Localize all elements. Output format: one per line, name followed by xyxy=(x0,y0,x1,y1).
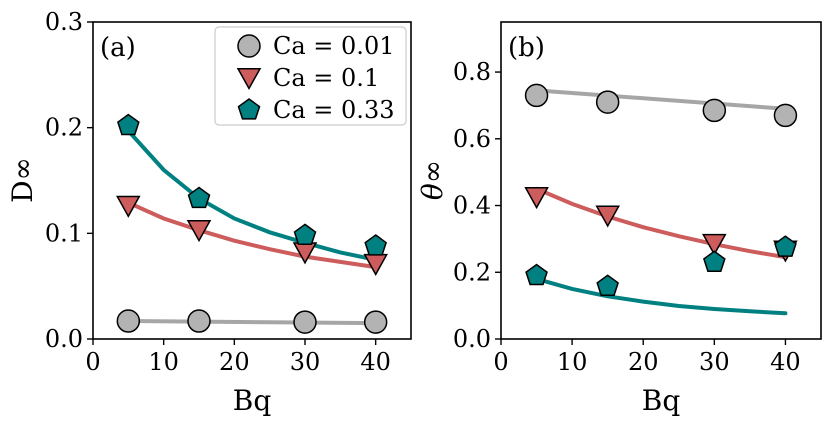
xtick-label-b-3: 30 xyxy=(699,348,730,376)
marker-b-s2-p1 xyxy=(596,274,619,296)
legend-marker-1 xyxy=(236,67,262,91)
marker-b-s1-p1 xyxy=(595,205,620,228)
marker-b-s2-p0 xyxy=(525,263,548,286)
xtick-label-b-1: 10 xyxy=(557,348,588,376)
ytick-label-a-1: 0.1 xyxy=(45,219,83,247)
marker-b-s0-p3 xyxy=(773,103,798,128)
marker-b-s2-p2 xyxy=(703,250,726,272)
xtick-label-a-1: 10 xyxy=(148,348,179,376)
panel-a-label: (a) xyxy=(100,33,136,63)
legend-label-2: Ca = 0.33 xyxy=(273,96,394,124)
marker-a-s1-p2 xyxy=(292,242,318,265)
legend: Ca = 0.01 Ca = 0.1 Ca = 0.33 xyxy=(214,26,407,126)
marker-a-s1-p0 xyxy=(116,195,141,218)
fit-line-b-0 xyxy=(534,88,788,111)
marker-a-s0-p2 xyxy=(293,310,317,334)
xtick-label-b-4: 40 xyxy=(770,348,801,376)
legend-marker-0 xyxy=(237,34,261,58)
marker-a-s0-p3 xyxy=(363,310,388,334)
fit-line-a-0 xyxy=(126,319,378,326)
panel-a-series xyxy=(116,113,388,334)
marker-b-s0-p0 xyxy=(524,83,549,108)
ytick-label-a-2: 0.2 xyxy=(45,114,83,142)
panel-a-frame xyxy=(92,21,412,340)
xtick-label-a-0: 0 xyxy=(85,348,100,376)
panel-b-xlabel: Bq xyxy=(642,384,681,417)
marker-a-s0-p0 xyxy=(116,309,141,333)
panel-a: 0 10 20 30 40 0.0 0.1 0.2 0.3 (a) Bq D∞ Ca = 0.0… xyxy=(6,8,412,417)
marker-b-s2-p3 xyxy=(774,235,797,257)
panel-b: 0 10 20 30 40 0.0 0.2 0.4 0.6 0.8 (b) Bq θ∞ xyxy=(416,21,822,417)
panel-b-ylabel: θ∞ xyxy=(416,160,449,200)
fit-line-a-1 xyxy=(126,200,378,270)
legend-marker-2 xyxy=(237,98,261,120)
panel-b-series xyxy=(524,83,798,316)
fit-line-b-1 xyxy=(534,186,788,260)
panel-a-ticks: 0 10 20 30 40 0.0 0.1 0.2 0.3 xyxy=(45,8,391,376)
ytick-label-b-2: 0.4 xyxy=(453,192,491,220)
xtick-label-a-2: 20 xyxy=(219,348,250,376)
fit-line-a-2 xyxy=(126,128,378,262)
ytick-label-b-1: 0.2 xyxy=(453,258,491,286)
marker-a-s0-p1 xyxy=(187,309,211,333)
marker-b-s0-p1 xyxy=(595,90,620,114)
ytick-label-a-3: 0.3 xyxy=(45,8,83,36)
marker-b-s1-p0 xyxy=(524,187,549,210)
fit-line-b-2 xyxy=(534,276,788,316)
legend-label-0: Ca = 0.01 xyxy=(273,32,394,60)
marker-b-s1-p2 xyxy=(702,233,727,256)
xtick-label-a-4: 40 xyxy=(360,348,391,376)
ytick-label-b-0: 0.0 xyxy=(453,325,491,353)
marker-a-s2-p3 xyxy=(364,234,387,256)
panel-a-ylabel: D∞ xyxy=(6,157,39,203)
ytick-label-b-4: 0.8 xyxy=(453,58,491,86)
marker-a-s2-p1 xyxy=(187,186,211,209)
panel-b-label: (b) xyxy=(508,33,545,63)
ytick-label-b-3: 0.6 xyxy=(453,125,491,153)
marker-b-s0-p2 xyxy=(702,98,727,123)
xtick-label-b-2: 20 xyxy=(628,348,659,376)
ytick-label-a-0: 0.0 xyxy=(45,325,83,353)
marker-a-s2-p0 xyxy=(117,113,140,136)
legend-label-1: Ca = 0.1 xyxy=(273,64,379,92)
legend-box xyxy=(214,26,407,126)
xtick-label-b-0: 0 xyxy=(493,348,508,376)
panel-b-ticks: 0 10 20 30 40 0.0 0.2 0.4 0.6 0.8 xyxy=(453,58,801,376)
xtick-label-a-3: 30 xyxy=(290,348,321,376)
marker-a-s2-p2 xyxy=(293,223,317,246)
panel-a-xlabel: Bq xyxy=(233,384,272,417)
panel-b-frame xyxy=(500,21,822,340)
marker-a-s1-p1 xyxy=(186,220,212,243)
